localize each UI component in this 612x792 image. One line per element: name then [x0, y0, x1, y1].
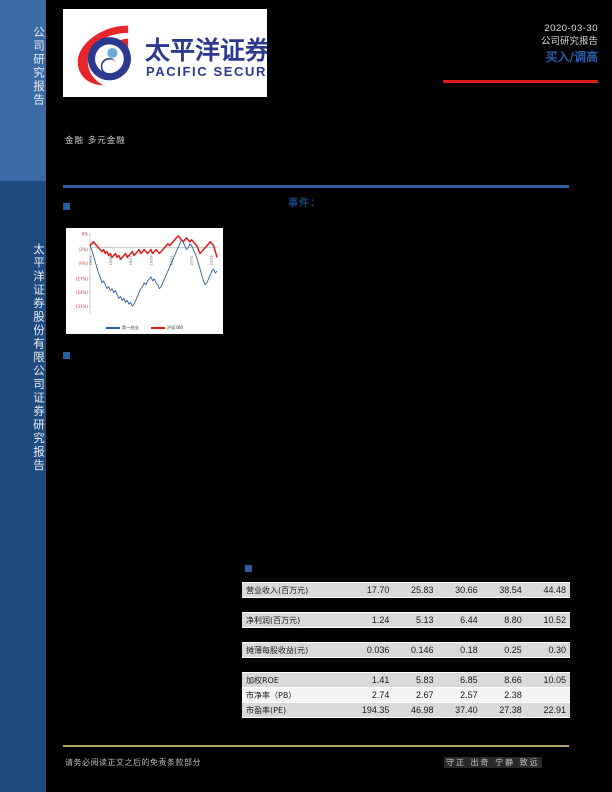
svg-text:(2%): (2%) [79, 247, 89, 252]
table-cell: 5.13 [393, 612, 438, 628]
table-cell: 2.74 [342, 687, 394, 703]
performance-chart: 6% (2%) (9%) (17%) (24%) (31%) 19/03 19/05 19/07… [66, 228, 223, 334]
svg-text:19/05: 19/05 [109, 255, 113, 265]
table-cell: 25.83 [393, 582, 438, 598]
table-spacer-row [242, 627, 570, 643]
table-cell: 8.80 [481, 612, 526, 628]
sidebar-top-label: 公司研究报告 [32, 26, 46, 107]
table-row-label: 加权ROE [242, 672, 342, 688]
legend-swatch-1 [150, 327, 165, 329]
table-cell [525, 687, 570, 703]
svg-text:6%: 6% [82, 232, 89, 237]
table-cell: 17.70 [342, 582, 394, 598]
legend-swatch-0 [105, 327, 120, 329]
sidebar-bottom-band: 太平洋证券股份有限公司证券研究报告 [0, 181, 46, 792]
table-cell: 8.66 [481, 672, 526, 688]
svg-text:(24%): (24%) [76, 290, 88, 295]
report-type: 公司研究报告 [540, 36, 598, 47]
left-sidebar: 公司研究报告 太平洋证券股份有限公司证券研究报告 [0, 0, 46, 792]
svg-text:(9%): (9%) [79, 261, 89, 266]
chart-legend: 第一创业 沪深300 [66, 325, 223, 331]
header-red-rule [443, 80, 598, 83]
event-heading: 事件： [288, 198, 321, 209]
table-cell: 0.036 [342, 642, 394, 658]
table-cell: 27.38 [481, 702, 526, 718]
legend-item-1: 沪深300 [150, 325, 184, 331]
table-row: 营业收入(百万元) 17.70 25.83 30.66 38.54 44.48 [242, 582, 570, 598]
table-cell: 194.35 [342, 702, 394, 718]
table-cell: 5.83 [393, 672, 438, 688]
report-page: 太平洋证券 PACIFIC SECURITIES 2020-03-30 公司研究… [46, 0, 612, 792]
bullet-marker-2 [63, 352, 70, 359]
table-cell: 10.05 [525, 672, 570, 688]
table-row-label: 摊薄每股收益(元) [242, 642, 342, 658]
table-cell: 0.18 [437, 642, 482, 658]
table-row-label: 市净率（PB） [242, 687, 342, 703]
logo-chinese-text: 太平洋证券 [145, 36, 267, 65]
sidebar-bottom-label: 太平洋证券股份有限公司证券研究报告 [32, 243, 46, 473]
table-cell: 0.30 [525, 642, 570, 658]
table-row: 市净率（PB） 2.74 2.67 2.57 2.38 [242, 687, 570, 703]
table-cell: 6.85 [437, 672, 482, 688]
table-cell: 0.25 [481, 642, 526, 658]
logo-english-text: PACIFIC SECURITIES [146, 64, 267, 79]
section-divider [63, 185, 569, 188]
svg-text:19/11: 19/11 [169, 255, 173, 265]
header-meta: 2020-03-30 公司研究报告 买入/调高 [378, 22, 598, 65]
table-row-label: 营业收入(百万元) [242, 582, 342, 598]
table-cell: 37.40 [437, 702, 482, 718]
legend-label-0: 第一创业 [121, 325, 139, 330]
table-row: 加权ROE 1.41 5.83 6.85 8.66 10.05 [242, 672, 570, 688]
table-spacer-row [242, 597, 570, 613]
svg-text:19/03: 19/03 [89, 255, 93, 265]
table-cell: 1.41 [342, 672, 394, 688]
svg-text:20/03: 20/03 [210, 255, 214, 265]
svg-text:19/09: 19/09 [149, 255, 153, 265]
table-row-label: 净利润(百万元) [242, 612, 342, 628]
legend-label-1: 沪深300 [166, 325, 184, 330]
rating-badge: 买入/调高 [545, 50, 598, 64]
table-row-label: 市盈率(PE) [242, 702, 342, 718]
table-cell: 2.67 [393, 687, 438, 703]
sector-line: 金融 多元金融 [65, 136, 126, 146]
table-row: 摊薄每股收益(元) 0.036 0.146 0.18 0.25 0.30 [242, 642, 570, 658]
table-spacer-row [242, 657, 570, 673]
table-cell: 30.66 [437, 582, 482, 598]
report-date: 2020-03-30 [544, 23, 598, 34]
table-row: 市盈率(PE) 194.35 46.98 37.40 27.38 22.91 [242, 702, 570, 718]
table-cell: 22.91 [525, 702, 570, 718]
table-cell: 10.52 [525, 612, 570, 628]
table-cell: 1.24 [342, 612, 394, 628]
sidebar-top-band: 公司研究报告 [0, 0, 46, 181]
table-cell: 38.54 [481, 582, 526, 598]
svg-text:(31%): (31%) [76, 304, 88, 309]
svg-text:19/07: 19/07 [129, 255, 133, 265]
pacific-securities-logo-icon [77, 25, 132, 86]
chart-svg: 6% (2%) (9%) (17%) (24%) (31%) 19/03 19/05 19/07… [76, 232, 218, 314]
legend-item-0: 第一创业 [105, 325, 139, 331]
table-cell: 0.146 [393, 642, 438, 658]
table-cell: 44.48 [525, 582, 570, 598]
table-cell: 2.38 [481, 687, 526, 703]
svg-text:(17%): (17%) [76, 276, 88, 281]
svg-text:20/01: 20/01 [190, 255, 194, 265]
financial-summary-table: 营业收入(百万元) 17.70 25.83 30.66 38.54 44.48 净利润(百万… [242, 582, 570, 718]
footer-motto: 守正 出奇 宁静 致远 [444, 757, 542, 768]
bullet-marker-3 [245, 565, 252, 572]
company-logo: 太平洋证券 PACIFIC SECURITIES [63, 9, 267, 97]
footer-disclaimer: 请务必阅读正文之后的免责条款部分 [65, 758, 201, 767]
table-cell: 6.44 [437, 612, 482, 628]
bullet-marker-1 [63, 203, 70, 210]
table-cell: 46.98 [393, 702, 438, 718]
table-cell: 2.57 [437, 687, 482, 703]
table-row: 净利润(百万元) 1.24 5.13 6.44 8.80 10.52 [242, 612, 570, 628]
footer-rule [63, 745, 569, 747]
